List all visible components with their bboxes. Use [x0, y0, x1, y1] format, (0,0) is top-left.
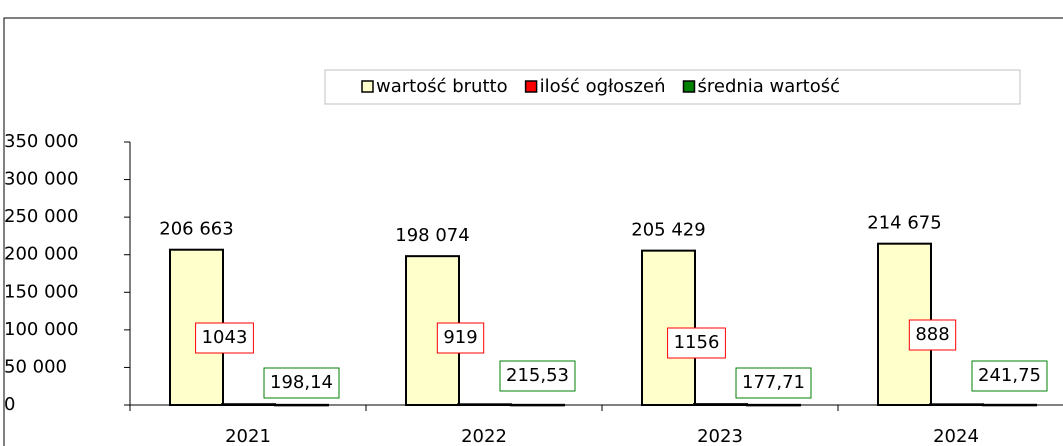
data-label-box [735, 367, 812, 399]
data-label: 215,53 [506, 365, 569, 386]
y-tick-label: 200 000 [4, 244, 78, 265]
bar [929, 403, 984, 407]
data-label-box [971, 360, 1048, 392]
data-label-box [436, 322, 485, 354]
bar [693, 403, 748, 406]
data-label: 205 429 [631, 220, 705, 241]
bar [510, 403, 565, 407]
data-label: 241,75 [978, 365, 1041, 386]
data-label-box [667, 327, 726, 359]
y-tick-label: 350 000 [4, 131, 78, 152]
data-label: 177,71 [742, 372, 805, 393]
x-tick-label: 2023 [697, 426, 743, 446]
y-tick-label: 100 000 [4, 319, 78, 340]
legend-label: wartość brutto [376, 76, 508, 97]
data-label: 206 663 [159, 219, 233, 240]
x-tick-label: 2022 [461, 426, 507, 446]
data-label: 1156 [674, 332, 720, 353]
bar [982, 403, 1037, 407]
bar [457, 403, 512, 407]
data-label: 198 074 [395, 225, 469, 246]
data-label: 919 [443, 327, 477, 348]
y-tick-label: 250 000 [4, 206, 78, 227]
y-tick-label: 0 [4, 394, 15, 415]
data-label: 214 675 [867, 213, 941, 234]
x-tick-label: 2024 [933, 426, 979, 446]
legend-swatch [682, 80, 696, 93]
y-tick-label: 150 000 [4, 281, 78, 302]
legend-label: średnia wartość [697, 76, 840, 97]
y-tick-label: 300 000 [4, 169, 78, 190]
bar [221, 403, 276, 406]
bar [274, 403, 329, 407]
legend-swatch [361, 80, 374, 93]
legend-box [324, 69, 1021, 105]
data-label: 198,14 [270, 372, 333, 393]
data-label-box [195, 322, 254, 354]
data-label: 888 [915, 324, 949, 345]
data-label-box [908, 319, 957, 351]
data-label-box [263, 367, 340, 399]
bar [746, 403, 801, 407]
data-label: 1043 [202, 327, 248, 348]
legend-label: ilość ogłoszeń [540, 76, 666, 97]
legend-swatch [524, 80, 538, 93]
data-label-box [499, 360, 576, 392]
y-tick-label: 50 000 [4, 356, 67, 377]
x-tick-label: 2021 [225, 426, 271, 446]
